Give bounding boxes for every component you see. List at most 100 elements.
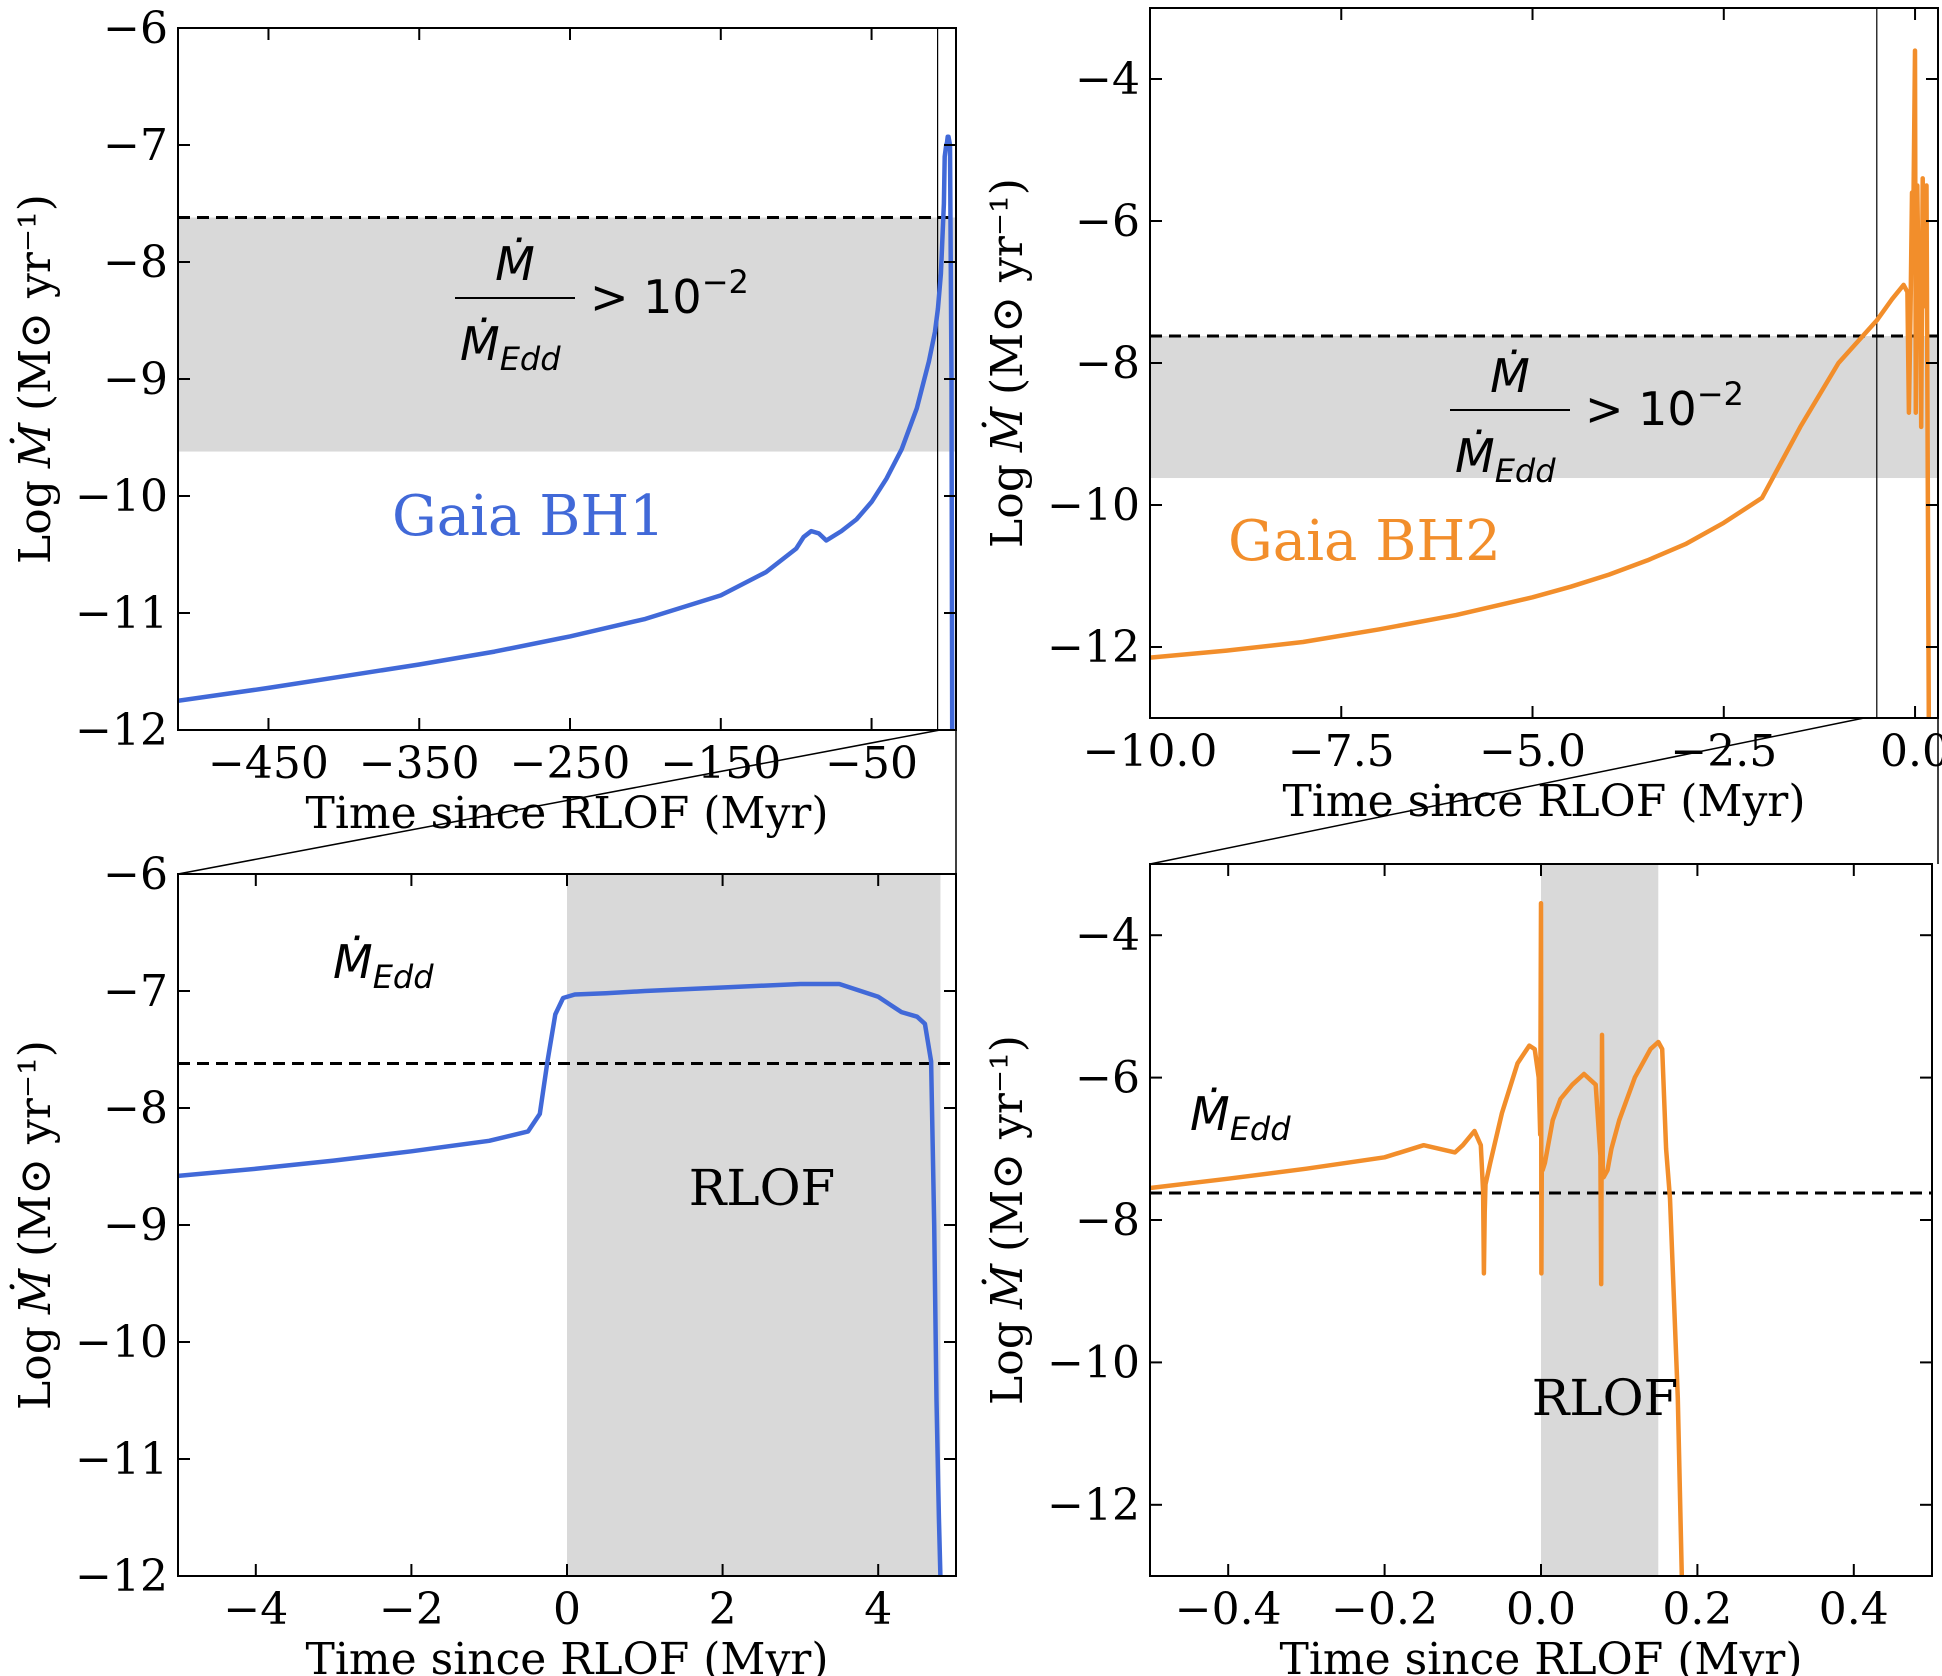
ratio-denominator-mdot: Ṁ: [460, 317, 500, 371]
rlof-label: RLOF: [1532, 1369, 1679, 1427]
x-tick-label: 0.4: [1819, 1584, 1889, 1635]
y-axis-label: Log Ṁ (M⊙ yr⁻¹): [980, 1035, 1033, 1405]
x-tick-label: −7.5: [1288, 726, 1395, 777]
y-tick-label: −11: [75, 1434, 168, 1485]
eddington-label: ṀEdd: [1190, 1087, 1291, 1148]
eddington-label-mdot: Ṁ: [333, 935, 373, 989]
y-axis-label-mdot: Ṁ: [980, 1263, 1033, 1310]
y-axis-label: Log Ṁ (M⊙ yr⁻¹): [8, 194, 61, 564]
rlof-span: [567, 874, 941, 1576]
ratio-rhs-exponent: −2: [702, 263, 749, 301]
y-axis-label: Log Ṁ (M⊙ yr⁻¹): [8, 1040, 61, 1410]
y-tick-label: −6: [1075, 1053, 1140, 1104]
x-tick-label: −0.4: [1175, 1584, 1282, 1635]
x-tick-label: −50: [825, 738, 918, 789]
x-tick-label: 0.0: [1506, 1584, 1576, 1635]
series-line-gaia-bh2: [1150, 900, 1685, 1576]
y-axis-label-log: Log: [10, 480, 61, 564]
x-tick-label: −5.0: [1479, 726, 1586, 777]
ratio-rhs-text: > 10: [1585, 382, 1697, 436]
panel-gaia-bh1-full: −450 −350 −250 −150 −50−12−11−10−9−8−7−6Time…: [8, 3, 957, 839]
ratio-denominator-mdot: Ṁ: [1455, 429, 1495, 483]
y-tick-label: −12: [75, 705, 168, 756]
y-tick-label: −12: [1047, 622, 1140, 673]
ratio-rhs: > 10−2: [1585, 375, 1744, 436]
x-tick-label: −4: [223, 1584, 288, 1635]
ratio-denominator-sub: Edd: [500, 340, 562, 378]
y-tick-label: −6: [1075, 196, 1140, 247]
system-label: Gaia BH1: [392, 484, 665, 549]
y-tick-label: −8: [103, 237, 168, 288]
ratio-denominator-sub: Edd: [1495, 452, 1557, 490]
y-tick-label: −8: [103, 1083, 168, 1134]
ratio-rhs: > 10−2: [590, 263, 749, 324]
y-tick-label: −10: [75, 1317, 168, 1368]
y-axis-label-log: Log: [982, 1321, 1033, 1405]
x-axis-label: Time since RLOF (Myr): [305, 788, 828, 839]
ratio-denominator: ṀEdd: [460, 317, 561, 378]
x-tick-label: 0: [553, 1584, 581, 1635]
x-axis-label: Time since RLOF (Myr): [1279, 1634, 1802, 1676]
y-tick-label: −12: [75, 1551, 168, 1602]
y-tick-label: −4: [1075, 910, 1140, 961]
y-axis-label-log: Log: [982, 464, 1033, 548]
y-tick-label: −8: [1075, 338, 1140, 389]
eddington-label: ṀEdd: [333, 935, 434, 996]
panel-gaia-bh2-zoom: −0.4 −0.2 0.0 0.2 0.4 −12 −10 −8 −6 −4 Time since …: [980, 863, 1933, 1676]
zoom-connector-left-bh1: [177, 729, 941, 875]
eddington-fraction-band: [1150, 336, 1938, 479]
y-tick-label: −4: [1075, 54, 1140, 105]
y-tick-label: −7: [103, 966, 168, 1017]
y-tick-label: −9: [103, 1200, 168, 1251]
y-axis-label-units: (M⊙ yr⁻¹): [10, 1040, 61, 1257]
x-tick-label: −2.5: [1670, 726, 1777, 777]
x-tick-label: −2: [379, 1584, 444, 1635]
y-tick-label: −8: [1075, 1195, 1140, 1246]
eddington-label-sub: Edd: [373, 958, 435, 996]
y-axis-label-mdot: Ṁ: [980, 406, 1033, 453]
x-tick-label: 2: [709, 1584, 737, 1635]
y-axis-label-units: (M⊙ yr⁻¹): [10, 194, 61, 411]
y-axis-label-units: (M⊙ yr⁻¹): [982, 1035, 1033, 1252]
ratio-rhs-text: > 10: [590, 270, 702, 324]
eddington-label-sub: Edd: [1230, 1110, 1292, 1148]
x-tick-label: 4: [864, 1584, 892, 1635]
y-tick-label: −10: [1047, 1337, 1140, 1388]
y-axis-label-mdot: Ṁ: [8, 1268, 61, 1315]
x-tick-label: −10.0: [1083, 726, 1218, 777]
y-axis-label-units: (M⊙ yr⁻¹): [982, 178, 1033, 395]
x-axis-label: Time since RLOF (Myr): [305, 1634, 828, 1676]
system-label: Gaia BH2: [1228, 509, 1501, 574]
y-tick-label: −9: [103, 354, 168, 405]
y-tick-label: −11: [75, 588, 168, 639]
y-tick-label: −7: [103, 120, 168, 171]
eddington-label-mdot: Ṁ: [1190, 1087, 1230, 1141]
x-tick-label: −250: [510, 738, 631, 789]
y-axis-label-log: Log: [10, 1326, 61, 1410]
y-tick-label: −10: [1047, 480, 1140, 531]
y-tick-label: −6: [103, 3, 168, 54]
panel-gaia-bh1-zoom: −4 −2 0 2 4 −12 −11 −10 −9 −8 −7 −6 Time since RLOF …: [8, 849, 957, 1676]
series-line-gaia-bh2: [1150, 48, 1932, 718]
series-line-gaia-bh1: [178, 134, 955, 730]
x-tick-label: 0.2: [1662, 1584, 1732, 1635]
eddington-fraction-band: [178, 217, 956, 452]
x-tick-label: −0.2: [1331, 1584, 1438, 1635]
series-line-gaia-bh1: [178, 981, 943, 1576]
ratio-numerator: Ṁ: [495, 237, 535, 291]
y-tick-label: −10: [75, 471, 168, 522]
ratio-rhs-exponent: −2: [1697, 375, 1744, 413]
zoom-connector-lines: [177, 717, 1939, 875]
rlof-label: RLOF: [689, 1159, 836, 1217]
ratio-numerator: Ṁ: [1490, 349, 1530, 403]
x-tick-label: 0.0: [1880, 726, 1942, 777]
ratio-denominator: ṀEdd: [1455, 429, 1556, 490]
x-tick-label: −350: [359, 738, 480, 789]
y-axis-label-mdot: Ṁ: [8, 422, 61, 469]
y-tick-label: −12: [1047, 1480, 1140, 1531]
zoom-connector-left-bh2: [1149, 717, 1865, 865]
